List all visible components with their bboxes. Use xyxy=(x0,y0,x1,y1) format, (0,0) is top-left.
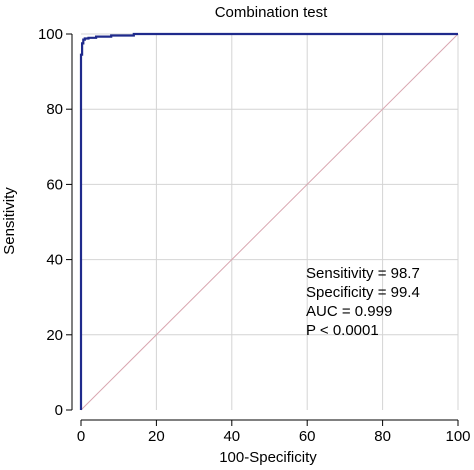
y-axis-label: Sensitivity xyxy=(1,187,18,255)
x-tick-label: 20 xyxy=(148,428,165,445)
stats-annotation-line: AUC = 0.999 xyxy=(306,303,392,320)
stats-annotation-line: Specificity = 99.4 xyxy=(306,284,420,301)
roc-curve xyxy=(79,32,458,410)
x-tick-label: 40 xyxy=(223,428,240,445)
reference-diagonal-line xyxy=(80,33,459,411)
x-tick-label: 80 xyxy=(374,428,391,445)
stats-annotation: Sensitivity = 98.7 Specificity = 99.4 AUC … xyxy=(306,265,420,339)
x-axis-label: 100-Specificity xyxy=(219,449,317,466)
stats-annotation-line: Sensitivity = 98.7 xyxy=(306,265,420,282)
chart-title: Combination test xyxy=(215,4,328,21)
y-tick-label: 40 xyxy=(46,252,63,269)
x-tick-label: 0 xyxy=(77,428,85,445)
x-tick-label: 60 xyxy=(299,428,316,445)
y-tick-label: 100 xyxy=(38,26,63,43)
y-tick-label: 0 xyxy=(55,402,63,419)
y-tick-label: 60 xyxy=(46,176,63,193)
axes: 0 20 40 60 80 100 0 20 40 60 80 100 xyxy=(38,26,471,445)
x-tick-label: 100 xyxy=(445,428,470,445)
y-tick-label: 80 xyxy=(46,101,63,118)
series-layer xyxy=(79,32,459,411)
y-tick-label: 20 xyxy=(46,327,63,344)
stats-annotation-line: P < 0.0001 xyxy=(306,322,379,339)
